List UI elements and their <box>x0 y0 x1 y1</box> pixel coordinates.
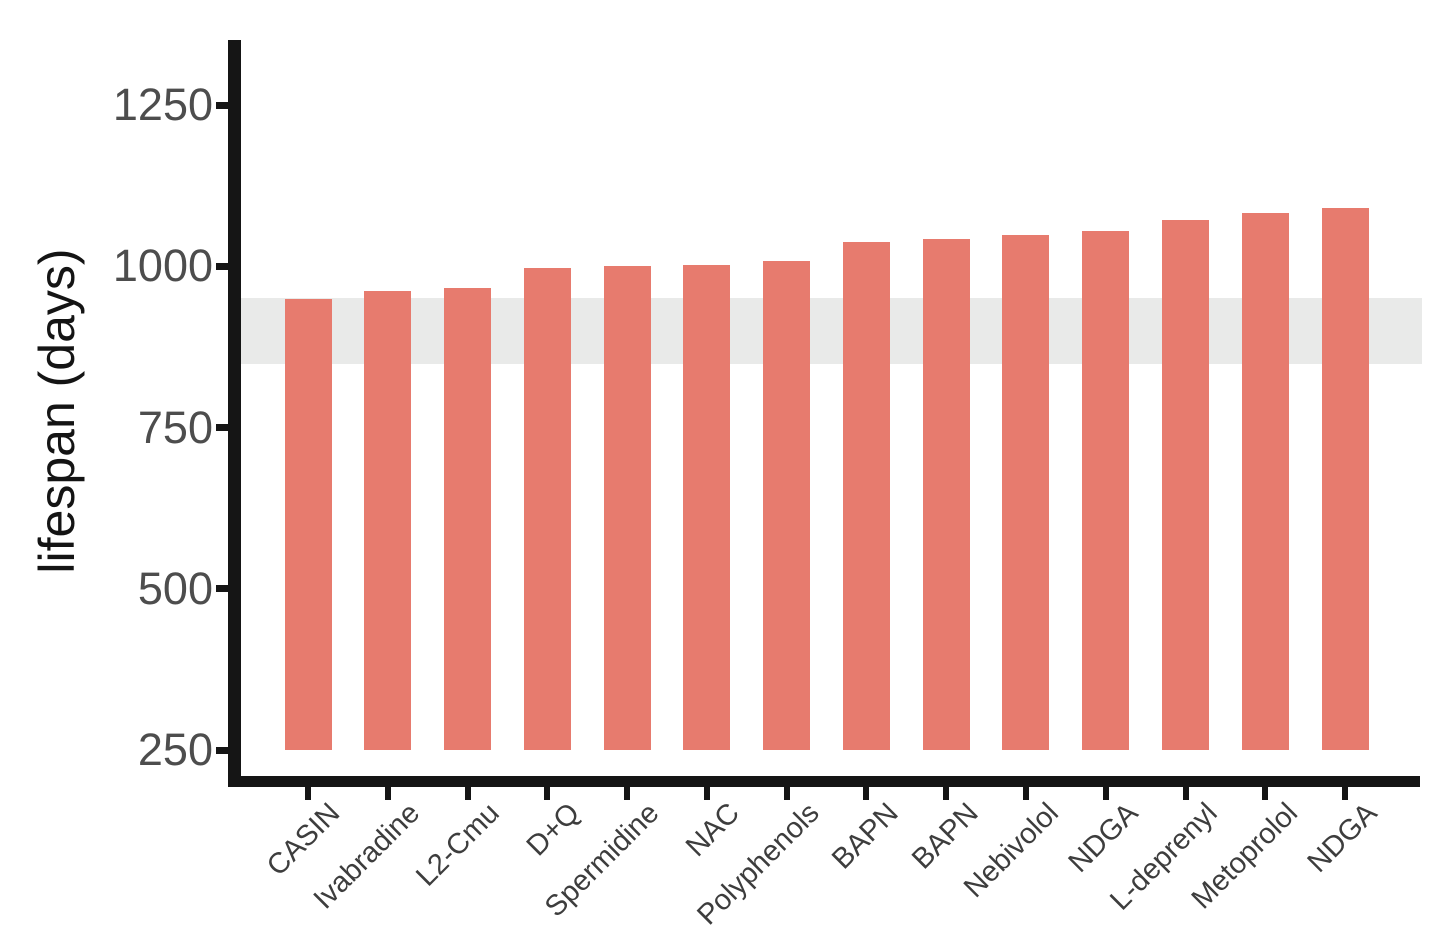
bar-l2-cmu-2 <box>444 288 491 750</box>
y-tick-label: 750 <box>137 401 213 453</box>
x-tick-mark <box>384 787 391 800</box>
bar-spermidine-4 <box>603 266 651 751</box>
bar-ndga-13 <box>1321 208 1369 750</box>
y-tick-mark <box>216 746 228 754</box>
x-tick-mark <box>1182 787 1189 800</box>
x-axis-label-7: BAPN <box>826 797 906 876</box>
bar-nac-5 <box>683 265 731 750</box>
x-axis-label-5: NAC <box>679 797 746 863</box>
bar-bapn-7 <box>842 241 890 750</box>
y-tick-mark <box>216 424 228 431</box>
x-tick-mark <box>863 787 870 800</box>
x-axis-label-2: L2-Cmu <box>410 797 507 893</box>
x-tick-mark <box>1102 787 1109 800</box>
x-tick-mark <box>1342 787 1348 800</box>
y-tick-label: 1000 <box>112 240 213 292</box>
y-tick-label: 500 <box>137 562 213 614</box>
y-tick-mark <box>216 101 228 109</box>
x-tick-mark <box>544 787 551 800</box>
y-axis-line <box>228 40 241 787</box>
x-tick-mark <box>464 787 471 800</box>
bar-ivabradine-1 <box>364 290 412 750</box>
x-tick-mark <box>1262 787 1269 800</box>
x-axis-line <box>228 776 1420 787</box>
x-axis-label-13: NDGA <box>1301 797 1384 879</box>
x-tick-mark <box>783 787 790 800</box>
x-tick-mark <box>305 787 311 800</box>
y-tick-label: 1250 <box>112 79 213 130</box>
bar-l-deprenyl-11 <box>1162 219 1209 750</box>
bar-nebivolol-9 <box>1002 235 1050 750</box>
x-tick-mark <box>624 787 631 800</box>
reference-band <box>241 297 1422 365</box>
x-tick-mark <box>1022 787 1029 800</box>
bar-casin-0 <box>284 298 332 750</box>
x-tick-mark <box>943 787 950 800</box>
y-tick-mark <box>216 585 228 593</box>
x-axis-label-3: D+Q <box>520 797 586 863</box>
bar-polyphenols-6 <box>763 261 811 750</box>
bar-ndga-10 <box>1082 230 1130 750</box>
y-tick-mark <box>216 262 228 270</box>
bar-d-q-3 <box>523 268 571 750</box>
bar-bapn-8 <box>922 239 970 750</box>
x-tick-mark <box>703 787 710 800</box>
y-tick-label: 250 <box>137 724 213 775</box>
bar-metoprolol-12 <box>1241 213 1289 750</box>
